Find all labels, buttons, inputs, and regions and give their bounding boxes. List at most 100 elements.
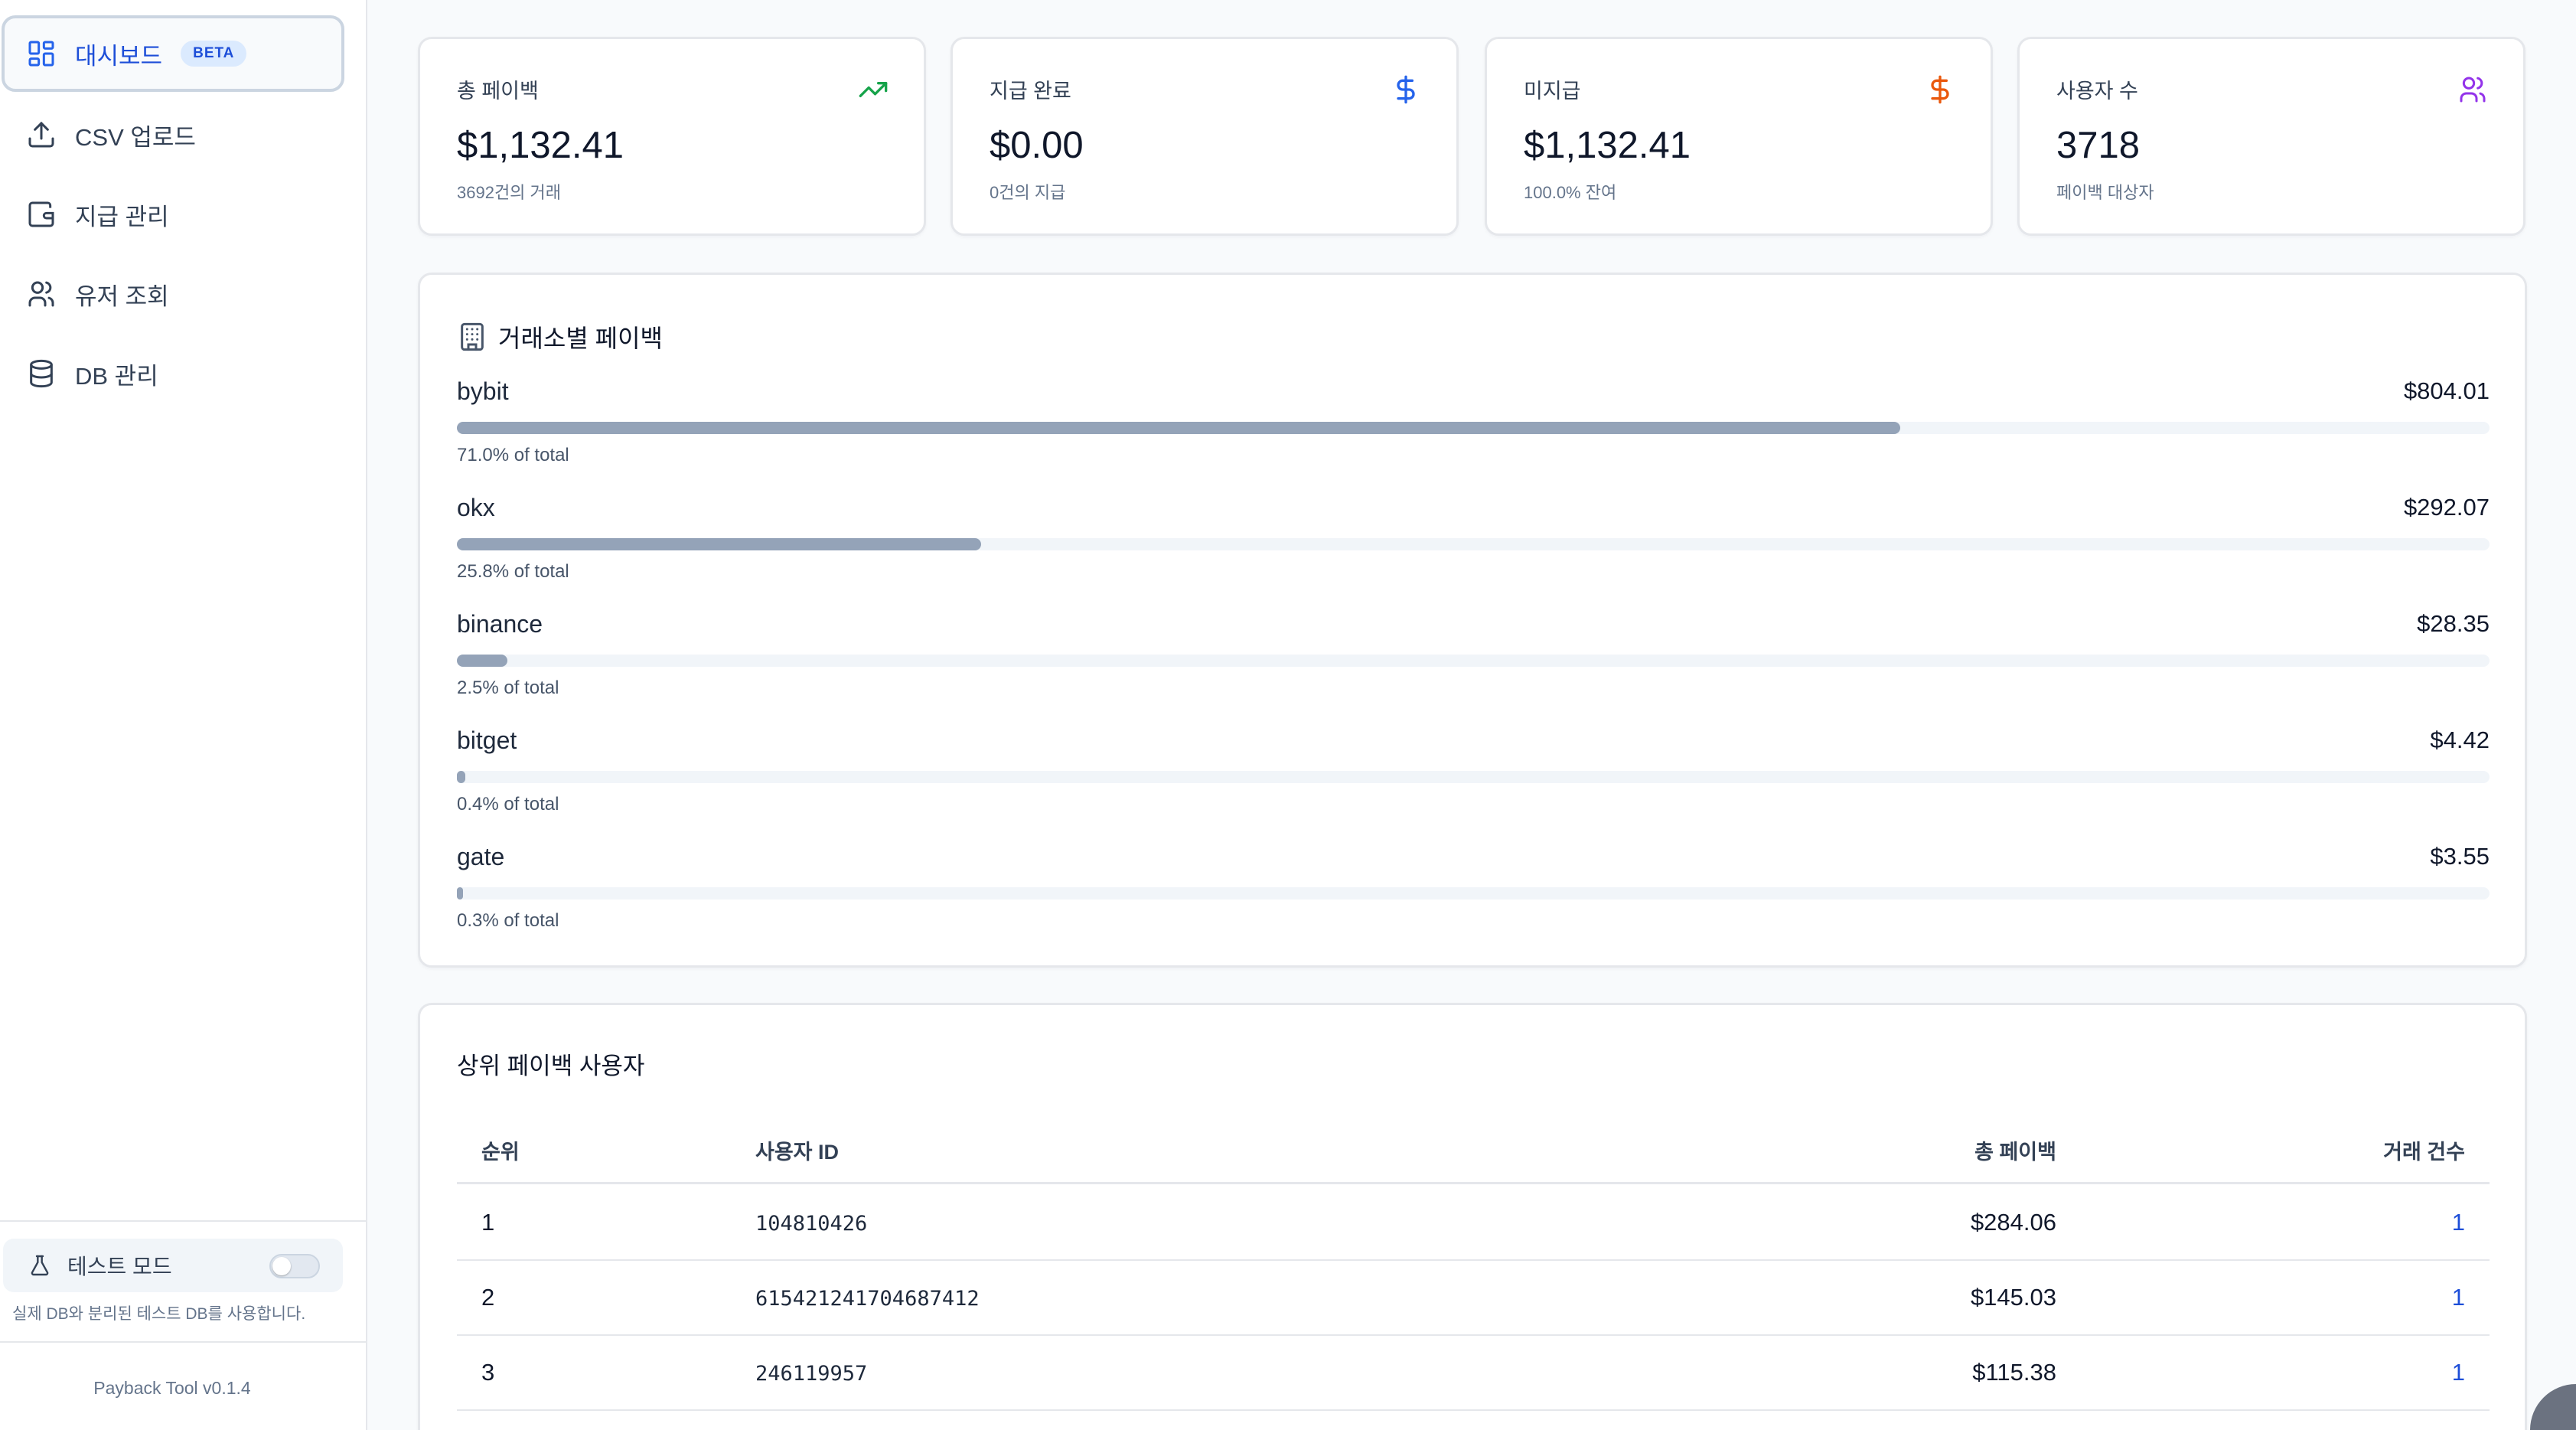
exchange-amount: $28.35 xyxy=(2417,610,2490,637)
sidebar: 대시보드 BETA CSV 업로드 지급 관리 유저 조회 DB 관리 테스트 … xyxy=(0,0,367,1430)
window-corner xyxy=(2530,1384,2576,1430)
stat-sub: 100.0% 잔여 xyxy=(1524,183,1617,202)
exchange-name: bybit xyxy=(457,377,509,405)
test-mode-toggle[interactable] xyxy=(269,1254,320,1278)
table-row[interactable]: 3 246119957 $115.38 1 xyxy=(457,1336,2490,1411)
exchange-progress-track xyxy=(457,422,2490,434)
user-id-cell: 246119957 xyxy=(755,1362,868,1386)
exchange-row: bybit $804.01 71.0% of total xyxy=(457,377,2490,494)
dollar-icon xyxy=(1931,75,1949,104)
stat-value: 3718 xyxy=(2056,125,2141,166)
app-version: Payback Tool v0.1.4 xyxy=(93,1378,251,1398)
stat-card-paid: 지급 완료 $0.00 0건의 지급 xyxy=(951,37,1459,236)
column-header-count[interactable]: 거래 건수 xyxy=(2383,1141,2465,1164)
exchange-progress-fill xyxy=(457,887,463,899)
exchange-progress-track xyxy=(457,538,2490,550)
exchange-name: binance xyxy=(457,610,543,638)
sidebar-item-label: 유저 조회 xyxy=(75,282,169,310)
table-header: 순위 사용자 ID 총 페이백 거래 건수 xyxy=(457,1112,2490,1184)
sidebar-item-dashboard[interactable]: 대시보드 BETA xyxy=(2,15,344,92)
stat-sub: 페이백 대상자 xyxy=(2056,183,2154,202)
exchange-percent: 25.8% of total xyxy=(457,561,569,582)
wallet-icon xyxy=(26,199,57,230)
exchange-payback-card: 거래소별 페이백 bybit $804.01 71.0% of total ok… xyxy=(418,273,2527,968)
exchange-percent: 2.5% of total xyxy=(457,677,559,698)
exchange-progress-track xyxy=(457,887,2490,899)
exchange-progress-fill xyxy=(457,655,508,667)
total-cell: $115.38 xyxy=(1972,1359,2056,1386)
trending-up-icon xyxy=(859,82,888,98)
sidebar-item-label: CSV 업로드 xyxy=(75,123,196,151)
top-users-card: 상위 페이백 사용자 순위 사용자 ID 총 페이백 거래 건수 1 10481… xyxy=(418,1003,2527,1430)
stat-label: 사용자 수 xyxy=(2056,80,2138,103)
exchange-row: bitget $4.42 0.4% of total xyxy=(457,726,2490,843)
sidebar-divider xyxy=(0,1341,367,1343)
total-cell: $145.03 xyxy=(1970,1284,2056,1311)
stat-label: 총 페이백 xyxy=(457,80,539,103)
rank-cell: 1 xyxy=(481,1209,495,1236)
exchange-amount: $3.55 xyxy=(2430,843,2490,870)
exchange-progress-fill xyxy=(457,771,465,783)
test-mode-note: 실제 DB와 분리된 테스트 DB를 사용합니다. xyxy=(12,1305,306,1323)
column-header-total[interactable]: 총 페이백 xyxy=(1974,1141,2056,1164)
exchange-row: okx $292.07 25.8% of total xyxy=(457,494,2490,610)
sidebar-divider xyxy=(0,1220,367,1222)
top-users-title: 상위 페이백 사용자 xyxy=(457,1053,645,1079)
stat-value: $0.00 xyxy=(990,125,1084,166)
sidebar-item-label: 지급 관리 xyxy=(75,203,169,230)
stat-card-unpaid: 미지급 $1,132.41 100.0% 잔여 xyxy=(1485,37,1993,236)
exchange-name: okx xyxy=(457,494,495,521)
exchange-progress-track xyxy=(457,655,2490,667)
stat-sub: 3692건의 거래 xyxy=(457,183,562,202)
count-cell: 1 xyxy=(2451,1359,2465,1386)
exchange-amount: $4.42 xyxy=(2430,726,2490,753)
user-id-cell: 104810426 xyxy=(755,1212,868,1236)
sidebar-item-label: 대시보드 xyxy=(75,42,163,70)
exchange-name: gate xyxy=(457,843,505,870)
dashboard-icon xyxy=(26,38,57,69)
upload-icon xyxy=(26,119,57,150)
stat-value: $1,132.41 xyxy=(457,125,624,166)
stat-label: 미지급 xyxy=(1524,80,1581,103)
users-icon xyxy=(2460,77,2486,103)
building-icon xyxy=(461,322,484,351)
exchange-percent: 71.0% of total xyxy=(457,445,569,465)
exchange-card-title: 거래소별 페이백 xyxy=(457,319,663,354)
exchange-row: binance $28.35 2.5% of total xyxy=(457,610,2490,726)
count-cell: 1 xyxy=(2451,1209,2465,1236)
sidebar-item-db[interactable]: DB 관리 xyxy=(2,335,344,412)
table-row[interactable]: 2 615421241704687412 $145.03 1 xyxy=(457,1261,2490,1336)
sidebar-item-csv-upload[interactable]: CSV 업로드 xyxy=(2,96,344,173)
exchange-progress-fill xyxy=(457,538,982,550)
table-row[interactable]: 1 104810426 $284.06 1 xyxy=(457,1186,2490,1261)
dollar-icon xyxy=(1397,75,1415,104)
stat-sub: 0건의 지급 xyxy=(990,183,1066,202)
column-header-user-id[interactable]: 사용자 ID xyxy=(755,1141,840,1164)
stat-value: $1,132.41 xyxy=(1524,125,1691,166)
count-cell: 1 xyxy=(2451,1284,2465,1311)
rank-cell: 3 xyxy=(481,1359,495,1386)
database-icon xyxy=(26,358,57,389)
flask-icon xyxy=(28,1253,52,1278)
sidebar-item-users[interactable]: 유저 조회 xyxy=(2,256,344,332)
exchange-amount: $292.07 xyxy=(2403,494,2490,521)
sidebar-item-label: DB 관리 xyxy=(75,362,158,390)
exchange-amount: $804.01 xyxy=(2403,377,2490,404)
rank-cell: 2 xyxy=(481,1284,495,1311)
exchange-card-title-text: 거래소별 페이백 xyxy=(498,325,663,352)
beta-badge: BETA xyxy=(181,41,247,67)
exchange-percent: 0.3% of total xyxy=(457,910,559,931)
sidebar-item-payout[interactable]: 지급 관리 xyxy=(2,176,344,253)
column-header-rank[interactable]: 순위 xyxy=(481,1141,520,1164)
test-mode-row: 테스트 모드 xyxy=(3,1239,343,1292)
stat-label: 지급 완료 xyxy=(990,80,1071,103)
total-cell: $284.06 xyxy=(1970,1209,2056,1236)
users-icon xyxy=(26,279,57,309)
stat-card-users: 사용자 수 3718 페이백 대상자 xyxy=(2017,37,2525,236)
stat-card-total-payback: 총 페이백 $1,132.41 3692건의 거래 xyxy=(418,37,926,236)
test-mode-label: 테스트 모드 xyxy=(67,1255,172,1278)
exchange-percent: 0.4% of total xyxy=(457,794,559,815)
exchange-progress-fill xyxy=(457,422,1900,434)
user-id-cell: 615421241704687412 xyxy=(755,1287,980,1311)
exchange-row: gate $3.55 0.3% of total xyxy=(457,843,2490,959)
